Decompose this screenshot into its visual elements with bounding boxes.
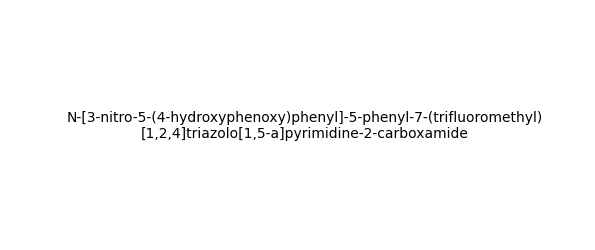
- Text: N-[3-nitro-5-(4-hydroxyphenoxy)phenyl]-5-phenyl-7-(trifluoromethyl)
[1,2,4]triaz: N-[3-nitro-5-(4-hydroxyphenoxy)phenyl]-5…: [67, 111, 543, 141]
